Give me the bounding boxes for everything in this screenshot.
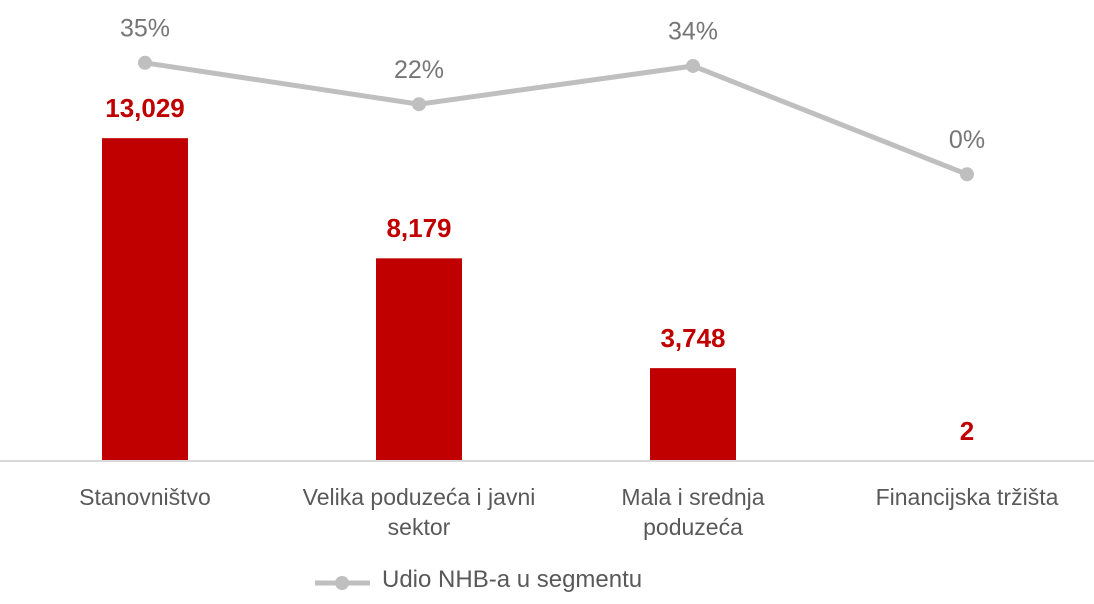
line-marker: [686, 58, 700, 73]
bar-value-label: 8,179: [386, 213, 451, 243]
line-marker: [960, 167, 974, 182]
bar: [376, 258, 462, 461]
bar-value-label: 3,748: [660, 323, 725, 353]
x-tick-label: Velika poduzeća i javni sektor: [302, 484, 536, 540]
bar: [650, 368, 736, 461]
line-value-label: 22%: [394, 56, 444, 84]
line: [144, 60, 968, 177]
line-marker: [412, 97, 426, 112]
x-tick-label: Stanovništvo: [79, 484, 211, 510]
legend-label: Udio NHB-a u segmentu: [382, 566, 643, 593]
bar-value-label: 2: [960, 416, 974, 446]
line-marker: [138, 55, 152, 70]
line-value-label: 35%: [120, 14, 170, 42]
bar-value-label: 13,029: [105, 93, 185, 123]
bar: [102, 138, 188, 461]
legend-swatch-marker: [335, 576, 349, 590]
x-tick-label: Mala i srednja poduzeća: [621, 484, 765, 540]
line-value-label: 34%: [668, 18, 718, 46]
line-value-label: 0%: [949, 126, 985, 154]
x-tick-label: Financijska tržišta: [875, 484, 1059, 510]
